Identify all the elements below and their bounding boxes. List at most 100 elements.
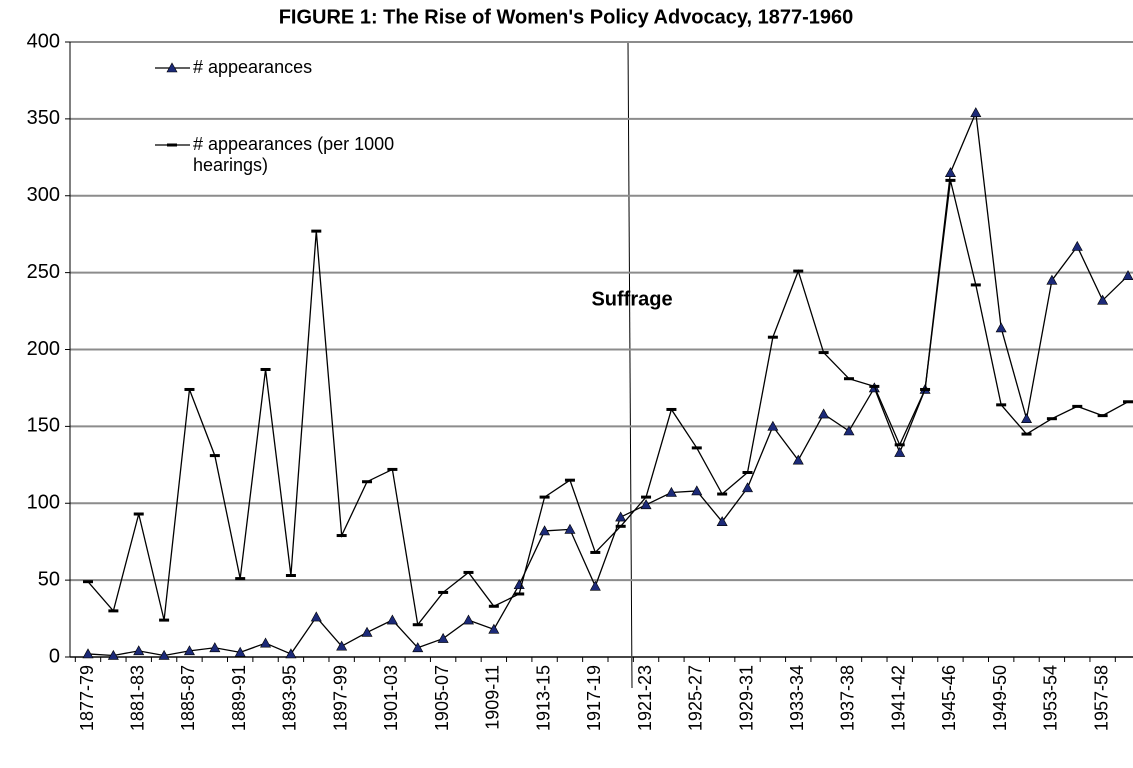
point-marker — [691, 446, 702, 450]
y-tick-label: 200 — [27, 338, 60, 360]
series-line — [87, 180, 1129, 627]
point-marker — [336, 534, 347, 538]
point-marker — [1097, 294, 1109, 305]
point-marker — [184, 387, 195, 391]
point-marker — [1122, 270, 1133, 280]
point-marker — [539, 495, 550, 499]
point-marker — [1046, 274, 1058, 285]
series-line — [87, 110, 1129, 657]
point-marker — [514, 592, 525, 596]
point-marker — [387, 467, 398, 471]
point-marker — [843, 425, 855, 436]
point-marker — [615, 511, 627, 522]
chart-title: FIGURE 1: The Rise of Women's Policy Adv… — [279, 6, 854, 28]
point-marker — [234, 646, 246, 657]
point-marker — [691, 485, 703, 496]
point-marker — [336, 640, 348, 651]
point-marker — [539, 525, 551, 536]
point-marker — [260, 367, 271, 371]
y-tick-label: 0 — [49, 645, 60, 667]
point-marker — [107, 649, 119, 660]
x-tick-label: 1889-91 — [229, 665, 249, 731]
point-marker — [894, 446, 906, 457]
point-marker — [717, 492, 728, 496]
point-marker — [615, 524, 626, 528]
x-tick-label: 1897-99 — [330, 665, 350, 731]
point-marker — [133, 512, 144, 516]
y-tick-label: 150 — [27, 415, 60, 437]
point-marker — [159, 618, 170, 622]
point-marker — [641, 495, 652, 499]
point-marker — [945, 178, 956, 182]
point-marker — [158, 649, 170, 660]
legend-label: # appearances (per 1000 hearings) — [193, 134, 395, 175]
x-tick-label: 1909-11 — [483, 665, 503, 730]
legend-marker — [167, 143, 177, 147]
point-marker — [1021, 413, 1033, 423]
point-marker — [488, 623, 500, 634]
y-tick-label: 300 — [27, 184, 60, 206]
point-marker — [590, 550, 601, 554]
point-marker — [970, 283, 981, 287]
point-marker — [767, 420, 779, 431]
x-tick-label: 1877-79 — [77, 665, 97, 731]
point-marker — [133, 645, 145, 656]
point-marker — [386, 614, 398, 625]
x-tick-label: 1921-23 — [635, 665, 655, 731]
point-marker — [920, 387, 931, 391]
x-tick-label: 1933-34 — [787, 665, 807, 731]
x-tick-label: 1941-42 — [888, 665, 908, 731]
point-marker — [589, 580, 601, 591]
point-marker — [869, 384, 880, 388]
point-marker — [716, 516, 728, 526]
point-marker — [944, 167, 956, 177]
y-tick-label: 50 — [38, 568, 60, 590]
point-marker — [792, 454, 804, 465]
point-marker — [108, 609, 119, 613]
point-marker — [488, 604, 499, 608]
x-tick-label: 1901-03 — [381, 665, 401, 731]
point-marker — [995, 322, 1007, 333]
point-marker — [742, 482, 754, 493]
point-marker — [183, 645, 195, 656]
suffrage-line — [627, 41, 633, 689]
x-tick-label: 1893-95 — [280, 665, 300, 731]
legend-marker — [166, 62, 178, 73]
point-marker — [412, 623, 423, 627]
point-marker — [564, 523, 576, 534]
y-tick-label: 400 — [27, 30, 60, 52]
point-marker — [83, 580, 93, 584]
point-marker — [742, 471, 753, 474]
y-tick-label: 250 — [27, 261, 60, 283]
point-marker — [1123, 400, 1133, 404]
point-marker — [818, 408, 830, 419]
x-tick-label: 1949-50 — [990, 665, 1010, 731]
point-marker — [310, 611, 322, 622]
x-tick-label: 1937-38 — [838, 665, 858, 731]
point-marker — [767, 335, 778, 339]
point-marker — [412, 642, 424, 653]
point-marker — [843, 377, 854, 381]
y-tick-label: 350 — [27, 107, 60, 129]
point-marker — [361, 626, 373, 637]
point-marker — [970, 107, 982, 118]
point-marker — [665, 486, 677, 497]
point-marker — [1072, 404, 1083, 408]
point-marker — [1097, 414, 1108, 418]
point-marker — [311, 229, 322, 233]
point-marker — [996, 403, 1007, 407]
annotation: Suffrage — [591, 288, 672, 310]
point-marker — [437, 632, 449, 643]
point-marker — [640, 499, 652, 510]
point-marker — [793, 269, 804, 273]
point-marker — [82, 648, 94, 659]
x-tick-label: 1881-83 — [127, 665, 147, 731]
point-marker — [894, 443, 905, 447]
x-tick-label: 1945-46 — [939, 665, 959, 731]
point-marker — [285, 574, 296, 578]
x-tick-label: 1929-31 — [736, 665, 756, 731]
point-marker — [666, 407, 677, 411]
x-tick-label: 1953-54 — [1041, 665, 1061, 731]
